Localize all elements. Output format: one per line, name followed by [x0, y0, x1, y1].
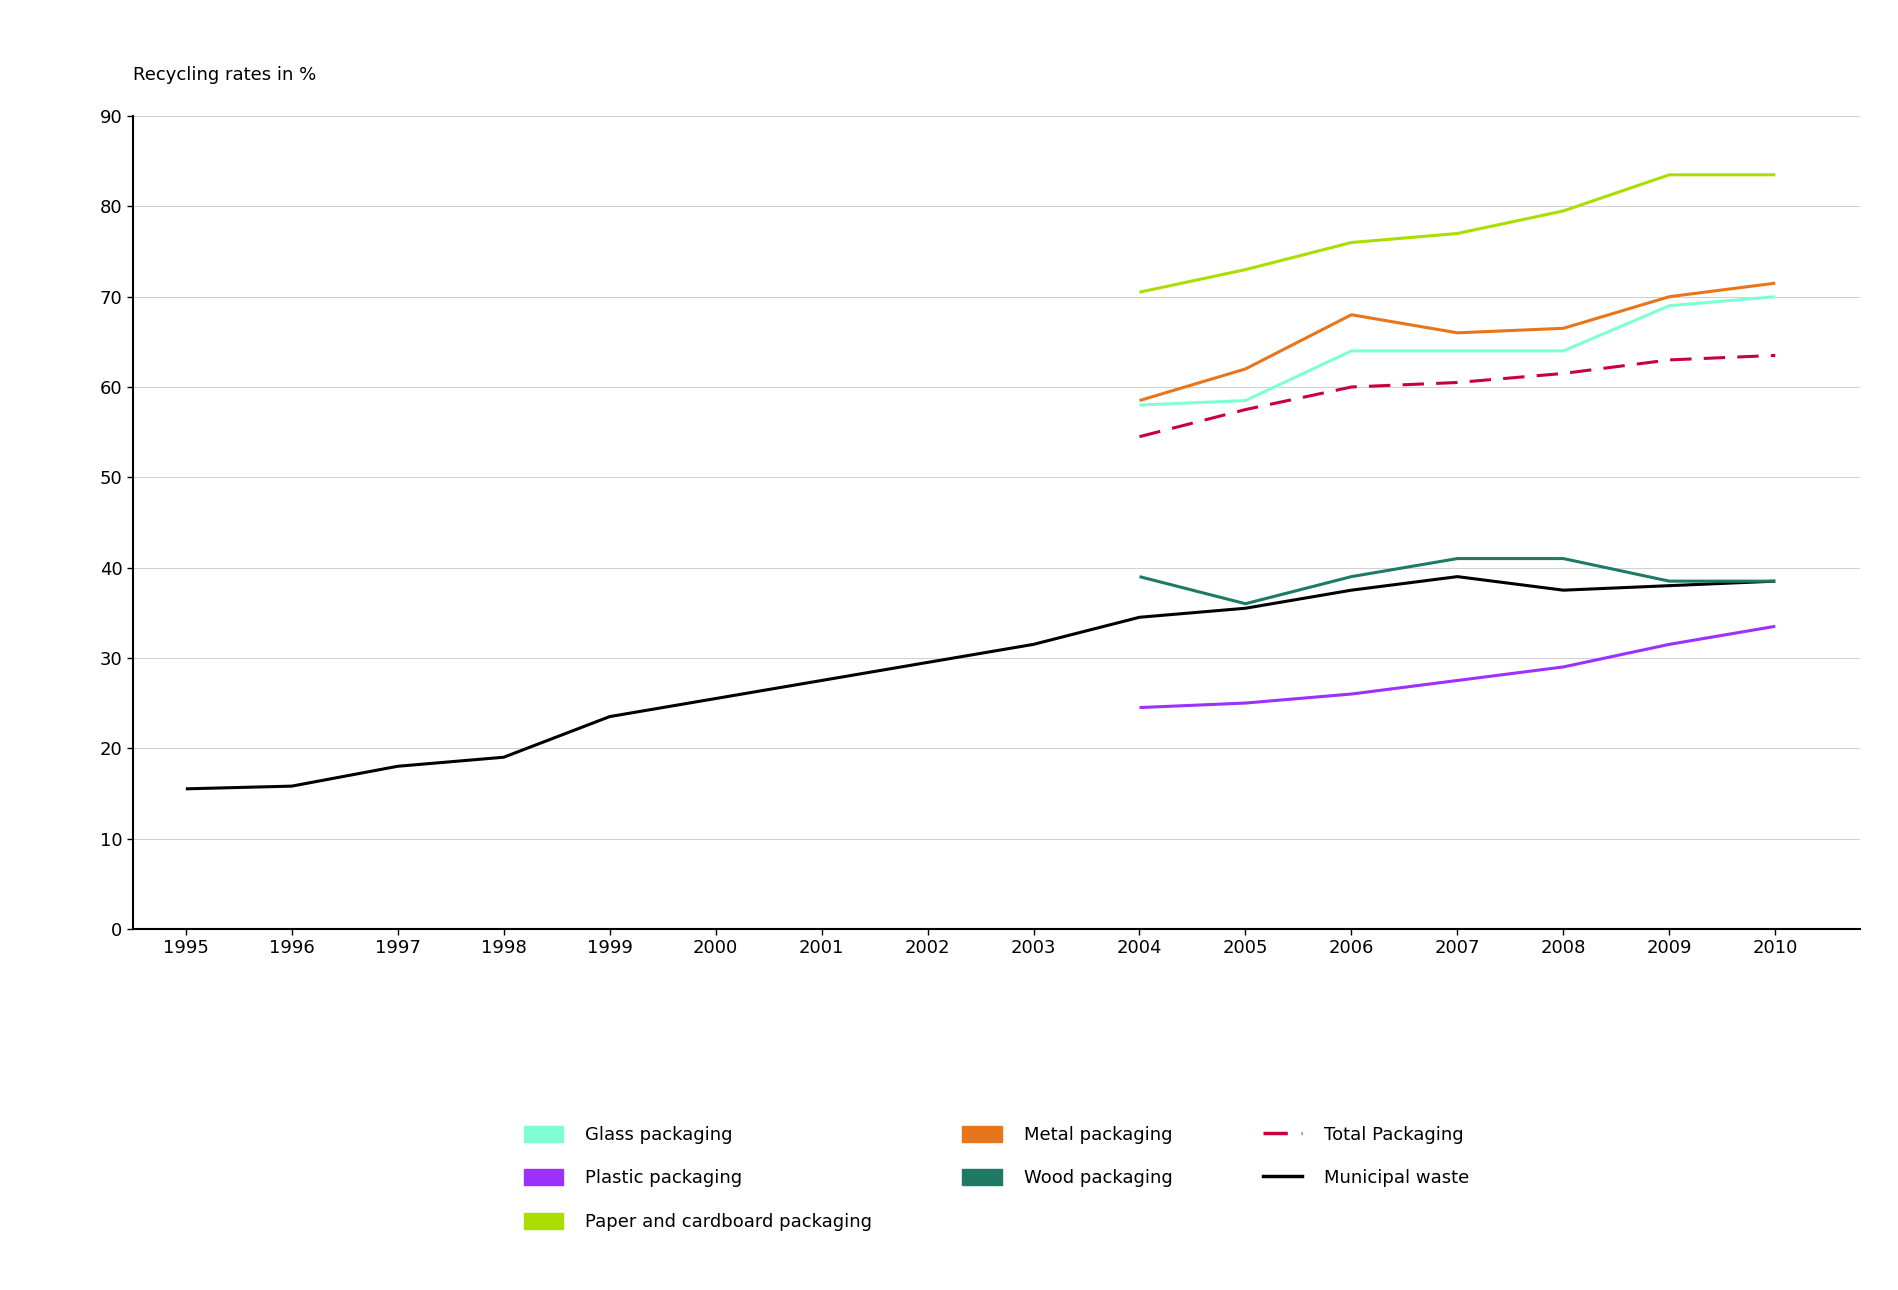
- Legend: Glass packaging, Plastic packaging, Paper and cardboard packaging, Metal packagi: Glass packaging, Plastic packaging, Pape…: [514, 1117, 1479, 1240]
- Text: Recycling rates in %: Recycling rates in %: [133, 66, 317, 84]
